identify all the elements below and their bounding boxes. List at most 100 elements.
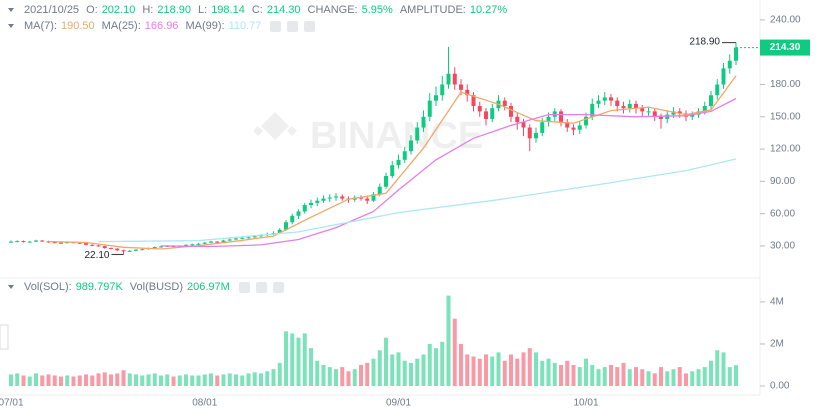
candle-body bbox=[340, 196, 345, 199]
volume-bar bbox=[259, 373, 263, 386]
volume-bar bbox=[615, 367, 620, 386]
volume-bar bbox=[434, 348, 438, 386]
candle-body bbox=[390, 165, 395, 176]
volume-bar bbox=[677, 367, 682, 386]
candle-body bbox=[727, 60, 732, 69]
volume-bar bbox=[234, 374, 238, 386]
candle-body bbox=[52, 242, 57, 244]
candle-body bbox=[140, 249, 145, 251]
candle-body bbox=[565, 122, 570, 128]
volume-bar bbox=[371, 358, 376, 386]
ma-label: MA(7): bbox=[24, 20, 57, 32]
volume-bar bbox=[440, 341, 445, 386]
volume-bar bbox=[515, 358, 520, 386]
candle-body bbox=[184, 244, 188, 246]
volume-header: Vol(SOL): 989.797K Vol(BUSD) 206.97M bbox=[8, 281, 284, 293]
ma-line bbox=[48, 75, 737, 250]
candle-body bbox=[102, 246, 107, 249]
candle-body bbox=[459, 84, 463, 90]
candle-body bbox=[477, 106, 482, 112]
watermark-text: BINANCE bbox=[310, 115, 483, 157]
ma-label: MA(25): bbox=[101, 20, 141, 32]
y-tick-label: 30.00 bbox=[770, 241, 795, 252]
ma-value: 110.77 bbox=[228, 20, 262, 32]
volume-bar bbox=[221, 374, 226, 386]
volume-bar bbox=[584, 358, 588, 386]
volume-bar bbox=[321, 364, 326, 386]
volume-bar bbox=[365, 362, 370, 386]
ohlc-header: 2021/10/25 O: 202.10 H: 218.90 L: 198.14 C: 214.… bbox=[8, 4, 510, 16]
candle-body bbox=[196, 243, 201, 245]
stat-value: 218.90 bbox=[157, 4, 191, 16]
tool-icon[interactable] bbox=[238, 281, 250, 293]
volume-bar bbox=[315, 360, 320, 386]
tool-icon[interactable] bbox=[272, 281, 284, 293]
volume-bar bbox=[177, 375, 182, 386]
candle-body bbox=[709, 95, 713, 107]
candle-body bbox=[96, 245, 101, 247]
ma-label: MA(99): bbox=[185, 20, 225, 32]
volume-bar bbox=[527, 348, 532, 386]
volume-bar bbox=[702, 367, 707, 386]
tool-icon[interactable] bbox=[255, 281, 267, 293]
collapse-icon[interactable] bbox=[8, 24, 14, 28]
volume-bar bbox=[196, 375, 201, 386]
volume-bar bbox=[609, 364, 613, 386]
volume-bar bbox=[640, 369, 645, 386]
volume-bar bbox=[477, 358, 482, 386]
volume-bar bbox=[565, 360, 570, 386]
volume-bar bbox=[446, 295, 451, 386]
volume-bar bbox=[115, 373, 120, 386]
volume-bar bbox=[377, 350, 382, 386]
stat-value: 198.14 bbox=[211, 4, 245, 16]
volume-bar bbox=[540, 360, 545, 386]
volume-bar bbox=[327, 367, 332, 386]
volume-bar bbox=[415, 358, 420, 386]
x-tick-label: 10/01 bbox=[573, 398, 598, 409]
candle-body bbox=[309, 202, 313, 206]
side-handle[interactable] bbox=[0, 324, 9, 350]
volume-bar bbox=[202, 374, 207, 386]
candle-body bbox=[302, 205, 307, 212]
volume-bar bbox=[577, 367, 582, 386]
volume-bar bbox=[471, 356, 476, 386]
volume-bar bbox=[390, 354, 395, 386]
candle-body bbox=[484, 111, 488, 119]
candle-body bbox=[515, 116, 520, 123]
y-tick-label: 90.00 bbox=[770, 176, 795, 187]
volume-bar bbox=[627, 369, 632, 386]
y-tick-label: 0.00 bbox=[770, 381, 790, 392]
volume-bar bbox=[77, 375, 82, 386]
candle-body bbox=[596, 100, 601, 104]
volume-bar bbox=[334, 369, 338, 386]
candle-body bbox=[115, 248, 120, 251]
date: 2021/10/25 bbox=[24, 4, 80, 16]
candle-body bbox=[434, 95, 438, 101]
tool-icon[interactable] bbox=[287, 20, 299, 32]
candle-body bbox=[665, 114, 670, 119]
volume-bar bbox=[27, 376, 32, 386]
y-tick-label: 150.00 bbox=[770, 111, 801, 122]
volume-bar bbox=[659, 367, 663, 386]
collapse-icon[interactable] bbox=[8, 285, 14, 289]
volume-bar bbox=[621, 362, 626, 386]
candle-body bbox=[315, 200, 320, 203]
y-tick-label: 4M bbox=[770, 297, 784, 308]
volume-bar bbox=[427, 343, 432, 386]
candle-body bbox=[371, 194, 376, 201]
candle-body bbox=[334, 196, 338, 198]
volume-bar bbox=[284, 331, 288, 386]
low-label: 22.10 bbox=[84, 250, 109, 261]
collapse-icon[interactable] bbox=[8, 8, 14, 12]
candle-body bbox=[252, 236, 257, 238]
candle-body bbox=[677, 111, 682, 114]
volume-bar bbox=[21, 375, 26, 386]
candle-body bbox=[534, 132, 538, 139]
tool-icon[interactable] bbox=[270, 20, 282, 32]
volume-bar bbox=[484, 354, 488, 386]
candle-body bbox=[127, 250, 132, 252]
tool-icon[interactable] bbox=[304, 20, 316, 32]
candle-body bbox=[21, 241, 26, 243]
volume-bar bbox=[384, 337, 388, 386]
volume-bar bbox=[696, 369, 701, 386]
